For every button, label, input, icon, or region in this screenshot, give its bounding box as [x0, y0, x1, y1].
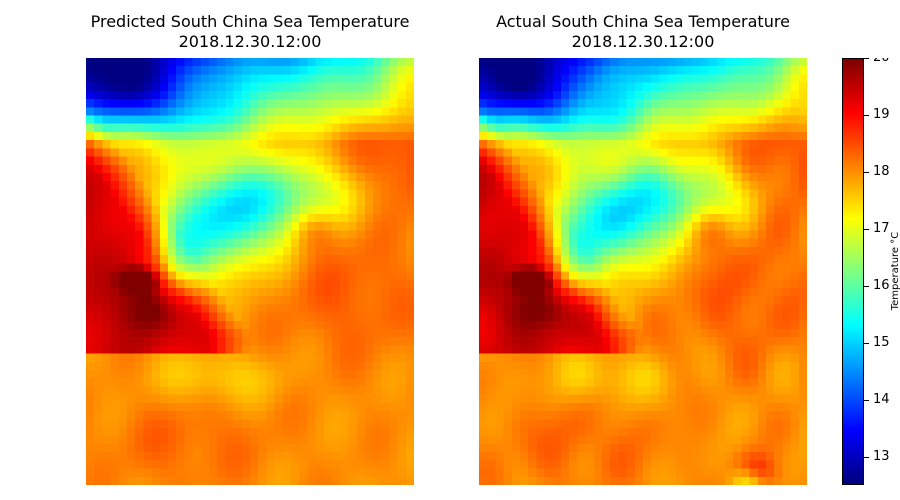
colorbar-tick — [864, 457, 869, 458]
right-chart-title: Actual South China Sea Temperature 2018.… — [463, 12, 823, 52]
colorbar-tick-label: 17 — [873, 220, 890, 236]
colorbar-tick — [864, 115, 869, 116]
colorbar-axis: 13 14 15 16 17 18 19 20 Temperature °C — [864, 58, 900, 485]
colorbar-tick-label: 14 — [873, 391, 890, 407]
colorbar-tick-label: 19 — [873, 106, 890, 122]
colorbar-tick — [864, 58, 869, 59]
colorbar-label: Temperature °C — [890, 231, 900, 311]
colorbar-tick-label: 13 — [873, 448, 890, 464]
left-title-text: Predicted South China Sea Temperature — [90, 12, 410, 31]
colorbar-tick — [864, 343, 869, 344]
right-subtitle-text: 2018.12.30.12:00 — [571, 32, 715, 51]
colorbar-tick-label: 20 — [873, 58, 890, 65]
colorbar-tick-label: 15 — [873, 334, 890, 350]
colorbar-tick-label: 18 — [873, 163, 890, 179]
left-subtitle-text: 2018.12.30.12:00 — [178, 32, 322, 51]
right-title-text: Actual South China Sea Temperature — [496, 12, 790, 31]
colorbar-tick — [864, 400, 869, 401]
colorbar-tick — [864, 286, 869, 287]
colorbar-tick — [864, 229, 869, 230]
temperature-colorbar — [842, 58, 864, 485]
actual-temperature-heatmap — [479, 58, 807, 485]
left-chart-title: Predicted South China Sea Temperature 20… — [70, 12, 430, 52]
predicted-temperature-heatmap — [86, 58, 414, 485]
colorbar-tick-label: 16 — [873, 277, 890, 293]
colorbar-tick — [864, 172, 869, 173]
